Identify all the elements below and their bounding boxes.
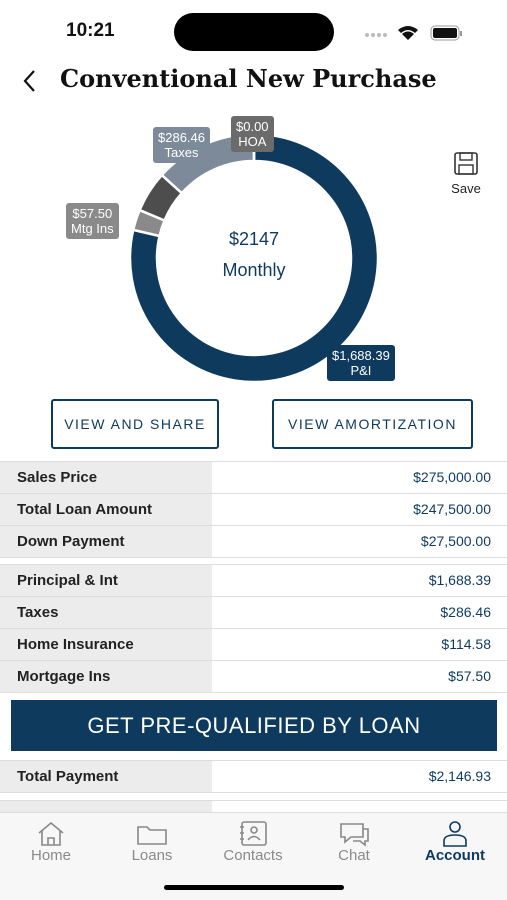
callout-value: $286.46: [158, 130, 205, 145]
table-row: Down Payment $27,500.00: [0, 525, 507, 558]
donut-callout: $57.50 Mtg Ins: [66, 203, 119, 239]
tab-label[interactable]: Contacts: [223, 847, 283, 864]
row-label: Principal & Int: [0, 565, 212, 596]
donut-center-label: Monthly: [222, 260, 285, 280]
row-label: Sales Price: [0, 462, 212, 493]
donut-segment: [128, 132, 380, 384]
row-label: Home Insurance: [0, 629, 212, 660]
page-title: Conventional New Purchase: [60, 64, 437, 93]
view-share-button[interactable]: VIEW AND SHARE: [51, 399, 219, 449]
home-indicator: [164, 885, 344, 890]
donut-center-value: $2147: [229, 229, 279, 249]
callout-name: Mtg Ins: [71, 221, 114, 236]
row-label: Total Payment: [0, 761, 212, 792]
view-amortization-button[interactable]: VIEW AMORTIZATION: [272, 399, 473, 449]
callout-name: Taxes: [164, 145, 199, 160]
row-value: $114.58: [441, 636, 491, 652]
table-row: Total Loan Amount $247,500.00: [0, 493, 507, 526]
tab-bar: Home Loans Contacts Chat Account: [0, 812, 507, 900]
save-button[interactable]: Save: [445, 152, 487, 196]
callout-value: $57.50: [72, 206, 113, 221]
tab-label[interactable]: Home: [30, 847, 71, 864]
callout-name: HOA: [238, 134, 267, 149]
donut-callout: $1,688.39 P&I: [327, 345, 395, 381]
dynamic-island: [174, 13, 334, 51]
row-label: Down Payment: [0, 526, 212, 557]
table-row: Total Payment $2,146.93: [0, 760, 507, 793]
save-icon: [454, 152, 478, 175]
table-row: Principal & Int $1,688.39: [0, 564, 507, 597]
row-value: $27,500.00: [420, 533, 491, 549]
row-value: $2,146.93: [428, 768, 491, 784]
row-value: $1,688.39: [428, 572, 491, 588]
row-label: Mortgage Ins: [0, 661, 212, 692]
donut-callout: $0.00 HOA: [231, 116, 274, 152]
row-value: $247,500.00: [413, 501, 491, 517]
save-label: Save: [451, 181, 481, 196]
donut-callout: $286.46 Taxes: [153, 127, 210, 163]
callout-name: P&I: [350, 363, 372, 378]
tab-label[interactable]: Loans: [131, 847, 173, 864]
tab-icons: [38, 821, 467, 847]
row-value: $275,000.00: [413, 469, 491, 485]
donut-chart: $2147 Monthly: [128, 132, 380, 384]
status-icons: [365, 25, 462, 41]
tab-label[interactable]: Account: [425, 847, 485, 864]
callout-value: $1,688.39: [332, 348, 390, 363]
row-value: $286.46: [440, 604, 491, 620]
pre-qualify-button[interactable]: GET PRE-QUALIFIED BY LOAN: [11, 700, 497, 751]
table-row: Sales Price $275,000.00: [0, 461, 507, 494]
table-row: Mortgage Ins $57.50: [0, 660, 507, 693]
status-time: 10:21: [66, 20, 115, 41]
back-button[interactable]: [20, 68, 40, 94]
row-label: Taxes: [0, 597, 212, 628]
table-row: Home Insurance $114.58: [0, 628, 507, 661]
row-value: $57.50: [448, 668, 491, 684]
tab-label[interactable]: Chat: [338, 847, 370, 864]
callout-value: $0.00: [236, 119, 269, 134]
row-label: Total Loan Amount: [0, 494, 212, 525]
table-row: Taxes $286.46: [0, 596, 507, 629]
